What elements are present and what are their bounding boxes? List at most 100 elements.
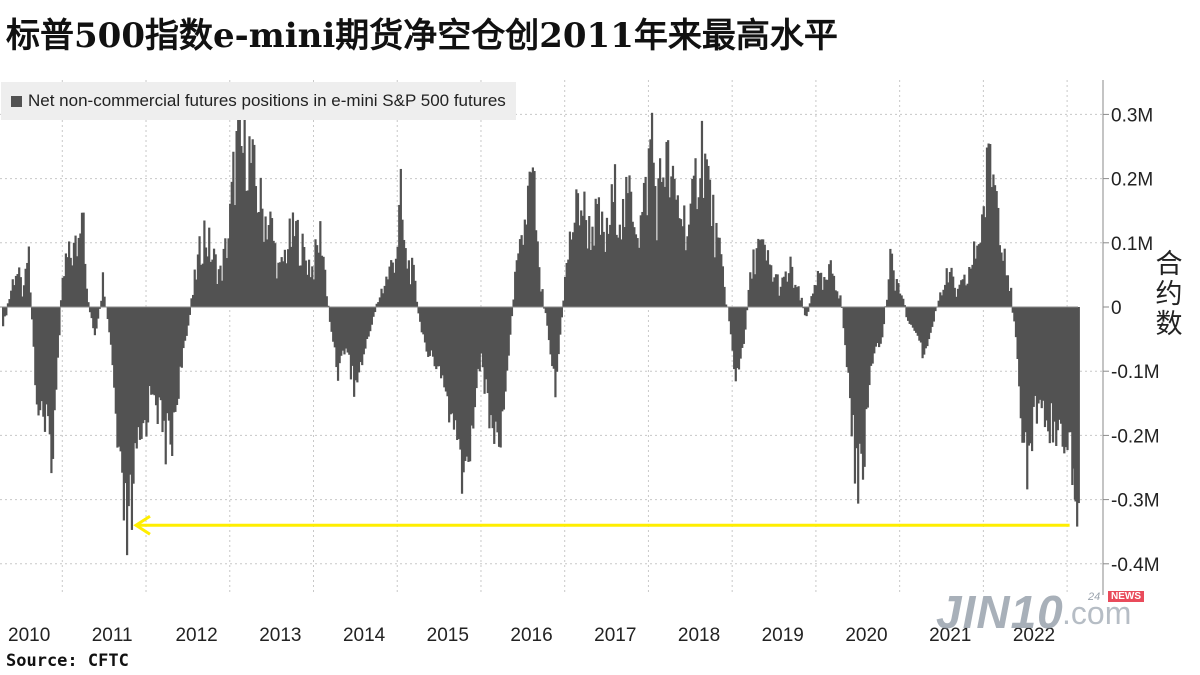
annotation-arrow [133, 515, 1070, 536]
bar [1011, 307, 1014, 313]
bar [526, 185, 530, 307]
bar [478, 307, 481, 372]
bar [287, 249, 290, 307]
bar [382, 293, 385, 307]
bar [270, 218, 274, 307]
chart-title: 标普500指数e-mini期货净空仓创2011年来最高水平 [6, 16, 838, 56]
bar [731, 307, 734, 351]
bar [351, 307, 354, 366]
bar [583, 191, 586, 307]
bar [599, 234, 602, 307]
bar [515, 260, 518, 307]
bar [1064, 307, 1068, 448]
bar [398, 204, 401, 307]
bar [831, 273, 834, 307]
bar [663, 186, 667, 307]
bar [729, 307, 733, 335]
bar [80, 212, 84, 307]
bar [549, 307, 552, 355]
bar [578, 225, 581, 307]
bar [365, 307, 369, 339]
bar [1045, 307, 1048, 421]
bar [200, 264, 203, 307]
bar [325, 296, 328, 307]
bar [172, 307, 175, 413]
bar [130, 307, 134, 530]
bar [235, 131, 238, 307]
bar [353, 307, 356, 397]
bar [190, 298, 193, 307]
bar [415, 301, 419, 307]
bar [140, 307, 143, 439]
bar [336, 307, 340, 381]
bar [1014, 307, 1018, 338]
bar [725, 304, 728, 307]
bar [665, 141, 668, 307]
bar [802, 307, 805, 309]
bar [897, 283, 900, 307]
bar [82, 212, 85, 307]
bar [1058, 307, 1061, 420]
bar [156, 307, 159, 424]
y-tick-labels: 0.3M 0.2M 0.1M 0 -0.1M -0.2M -0.3M -0.4M [1103, 105, 1160, 576]
bar [605, 217, 609, 307]
bar [206, 256, 209, 307]
bar [942, 289, 945, 307]
bar [245, 190, 248, 307]
bar [591, 226, 594, 307]
bar [948, 272, 952, 307]
bar [485, 307, 488, 380]
bar [710, 226, 713, 307]
bar [467, 307, 470, 462]
bar [427, 307, 430, 357]
bar [338, 307, 341, 364]
bar [998, 245, 1001, 307]
bar [931, 307, 934, 327]
bar [124, 307, 127, 484]
bar [757, 238, 760, 307]
bar [201, 263, 204, 307]
bar [435, 307, 438, 370]
bar [538, 267, 541, 307]
bar [929, 307, 932, 333]
bar [791, 266, 794, 307]
bar [886, 299, 889, 307]
watermark-prefix: 24 [1088, 591, 1101, 603]
bar [512, 299, 515, 307]
bar [174, 307, 177, 412]
bar [158, 307, 161, 398]
bar [261, 208, 264, 307]
bar [824, 279, 828, 307]
bar [639, 215, 642, 307]
bar [183, 307, 187, 341]
bar [681, 226, 684, 307]
bar [650, 112, 654, 307]
bar [1024, 307, 1027, 433]
bar [464, 307, 467, 461]
bar [127, 307, 130, 507]
bar [283, 249, 287, 307]
bar [97, 307, 100, 319]
bar [148, 307, 151, 387]
bar [535, 230, 538, 307]
bar [196, 254, 200, 307]
bar [776, 274, 779, 307]
bar [451, 307, 454, 414]
bar [373, 307, 377, 313]
bar [367, 307, 370, 337]
bar [344, 307, 348, 349]
bar [755, 248, 758, 307]
bar [1076, 307, 1079, 527]
bar [852, 307, 855, 415]
bar [810, 296, 813, 307]
bar [171, 307, 174, 456]
bar [874, 307, 877, 347]
bar [341, 307, 344, 351]
bar [686, 236, 689, 307]
bar [98, 307, 101, 309]
bar [863, 307, 866, 467]
bar [401, 219, 404, 307]
bar [122, 307, 125, 521]
bar [797, 286, 800, 307]
bar [76, 256, 79, 307]
